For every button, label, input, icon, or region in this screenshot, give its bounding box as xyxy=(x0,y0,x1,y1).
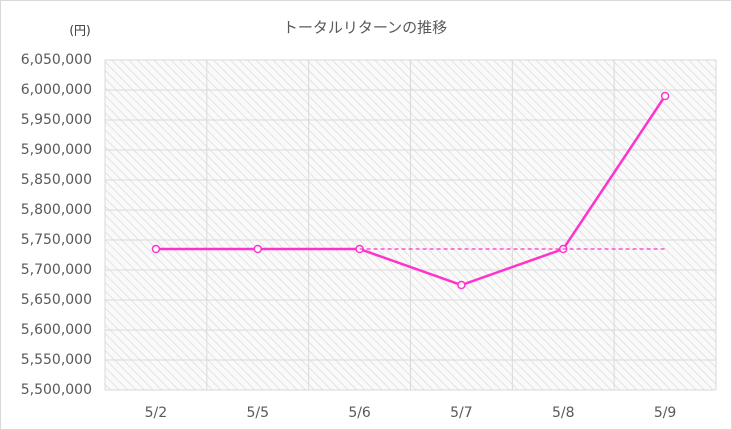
y-tick-label: 5,700,000 xyxy=(21,262,92,278)
x-tick-label: 5/8 xyxy=(552,405,575,421)
y-tick-label: 5,900,000 xyxy=(21,142,92,158)
y-unit: (円) xyxy=(69,24,90,38)
x-tick-label: 5/9 xyxy=(654,405,677,421)
point-marker xyxy=(457,280,466,290)
y-tick-label: 5,800,000 xyxy=(21,202,92,218)
y-tick-label: 5,550,000 xyxy=(21,352,92,368)
y-tick-label: 5,650,000 xyxy=(21,292,92,308)
y-tick-label: 6,050,000 xyxy=(21,52,92,68)
y-tick-label: 5,950,000 xyxy=(21,112,92,128)
chart-title: トータルリターンの推移 xyxy=(283,19,447,37)
y-tick-label: 5,500,000 xyxy=(21,382,92,398)
series-line xyxy=(155,95,667,287)
x-tick-label: 5/7 xyxy=(450,405,473,421)
point-marker xyxy=(660,91,670,101)
y-tick-label: 6,000,000 xyxy=(21,82,92,98)
y-tick-label: 5,750,000 xyxy=(21,232,92,248)
point-marker xyxy=(151,244,161,254)
y-tick-label: 5,600,000 xyxy=(21,322,92,338)
x-tick-label: 5/2 xyxy=(145,405,168,421)
y-tick-label: 5,850,000 xyxy=(21,172,92,188)
x-tick-label: 5/6 xyxy=(348,405,371,421)
x-tick-label: 5/5 xyxy=(246,405,269,421)
point-marker xyxy=(253,244,262,254)
